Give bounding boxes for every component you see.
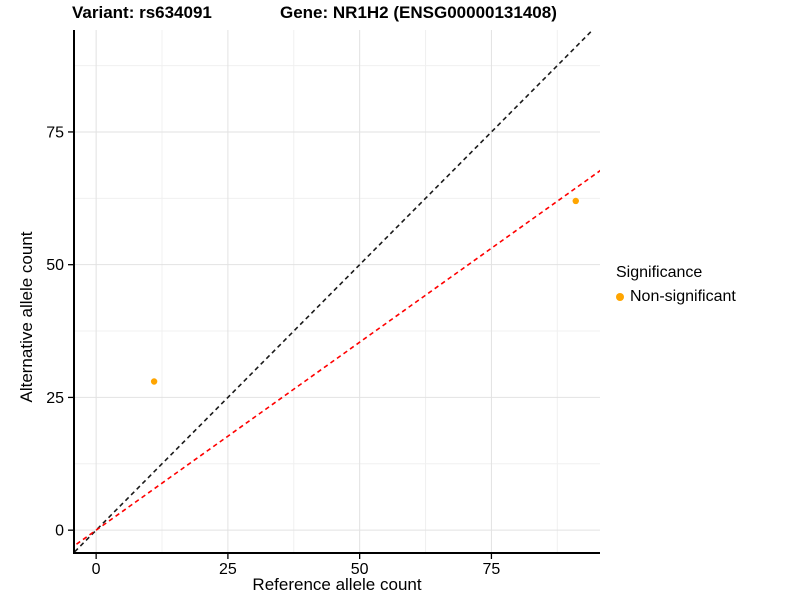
y-tick-label: 25 [46,390,64,407]
y-tick-label: 0 [55,523,64,540]
legend: Significance Non-significant [616,264,736,306]
variant-title: Variant: rs634091 [72,3,212,22]
gene-title: Gene: NR1H2 (ENSG00000131408) [280,3,557,22]
x-tick-label: 50 [351,561,369,578]
x-tick-label: 25 [219,561,237,578]
x-tick-label: 0 [92,561,101,578]
legend-title: Significance [616,264,703,281]
legend-point-icon [616,293,624,301]
y-axis-title: Alternative allele count [17,231,36,403]
data-point [150,378,158,385]
y-tick-label: 75 [46,124,64,141]
y-tick-label: 50 [46,257,64,274]
x-tick-label: 75 [483,561,501,578]
fit-line [74,169,600,547]
data-point [572,197,579,205]
legend-item-non-significant: Non-significant [616,288,736,306]
x-axis-title: Reference allele count [252,575,422,594]
identity-line [74,30,594,553]
legend-item-label: Non-significant [630,288,736,305]
